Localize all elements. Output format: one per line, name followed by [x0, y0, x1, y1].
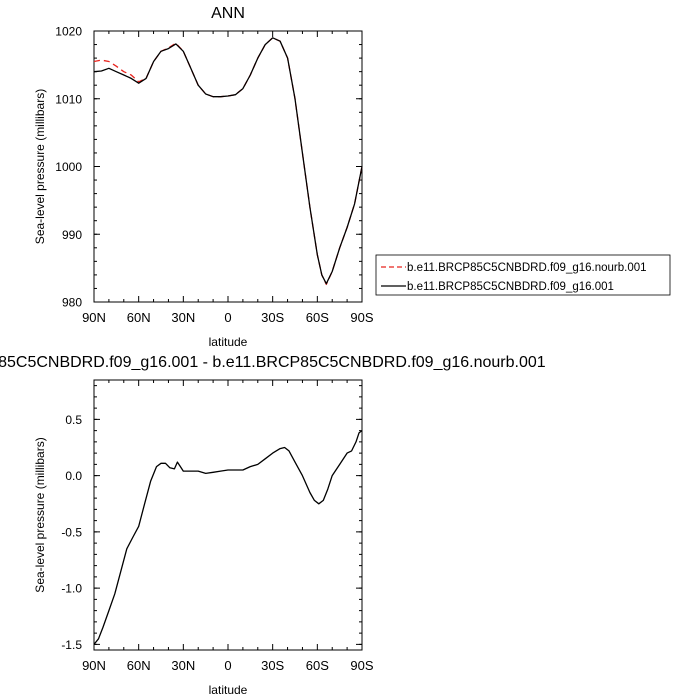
chart-title: ANN	[211, 5, 245, 22]
x-tick-label: 90S	[350, 658, 373, 673]
y-tick-label: -1.0	[61, 582, 82, 596]
legend-label: b.e11.BRCP85C5CNBDRD.f09_g16.nourb.001	[407, 262, 647, 274]
chart-pressure-difference: b.e11.BRCP85C5CNBDRD.f09_g16.001 - b.e11…	[0, 354, 546, 697]
y-tick-label: 1000	[55, 160, 82, 174]
y-tick-label: 0.5	[65, 413, 82, 427]
x-tick-label: 60S	[306, 658, 329, 673]
series-line-0	[93, 37, 363, 286]
chart-title: b.e11.BRCP85C5CNBDRD.f09_g16.001 - b.e11…	[0, 354, 546, 371]
x-axis-label: latitude	[209, 683, 248, 697]
plot-frame	[93, 379, 363, 651]
x-tick-label: 60N	[127, 310, 151, 325]
x-tick-label: 90S	[350, 310, 373, 325]
y-tick-label: -1.5	[61, 638, 82, 652]
chart-ann-pressure: ANN 90N 60N 30N 0 30S 60S 90S 980 990 1000 1010 1020…	[33, 5, 671, 349]
x-tick-label: 90N	[82, 658, 106, 673]
y-tick-label: 0.0	[65, 469, 82, 483]
x-tick-label: 30N	[171, 310, 195, 325]
x-tick-label: 30S	[261, 310, 284, 325]
series-line-1	[93, 37, 363, 285]
x-tick-label: 0	[224, 658, 231, 673]
x-tick-label: 90N	[82, 310, 106, 325]
y-tick-label: 1020	[55, 25, 82, 39]
y-tick-label: 1010	[55, 92, 82, 106]
x-axis-label: latitude	[209, 335, 248, 349]
plot-frame	[93, 30, 363, 303]
x-tick-label: 60N	[127, 658, 151, 673]
series-line-0	[93, 430, 363, 645]
x-tick-label: 30S	[261, 658, 284, 673]
y-tick-label: 990	[62, 228, 82, 242]
y-tick-label: -0.5	[61, 525, 82, 539]
legend-box	[375, 254, 671, 296]
y-tick-label: 980	[62, 296, 82, 310]
x-tick-label: 60S	[306, 310, 329, 325]
x-tick-label: 30N	[171, 658, 195, 673]
y-axis-label: Sea-level pressure (millibars)	[33, 437, 47, 592]
x-tick-label: 0	[224, 310, 231, 325]
y-axis-label: Sea-level pressure (millibars)	[33, 89, 47, 244]
legend-label: b.e11.BRCP85C5CNBDRD.f09_g16.001	[407, 281, 614, 293]
